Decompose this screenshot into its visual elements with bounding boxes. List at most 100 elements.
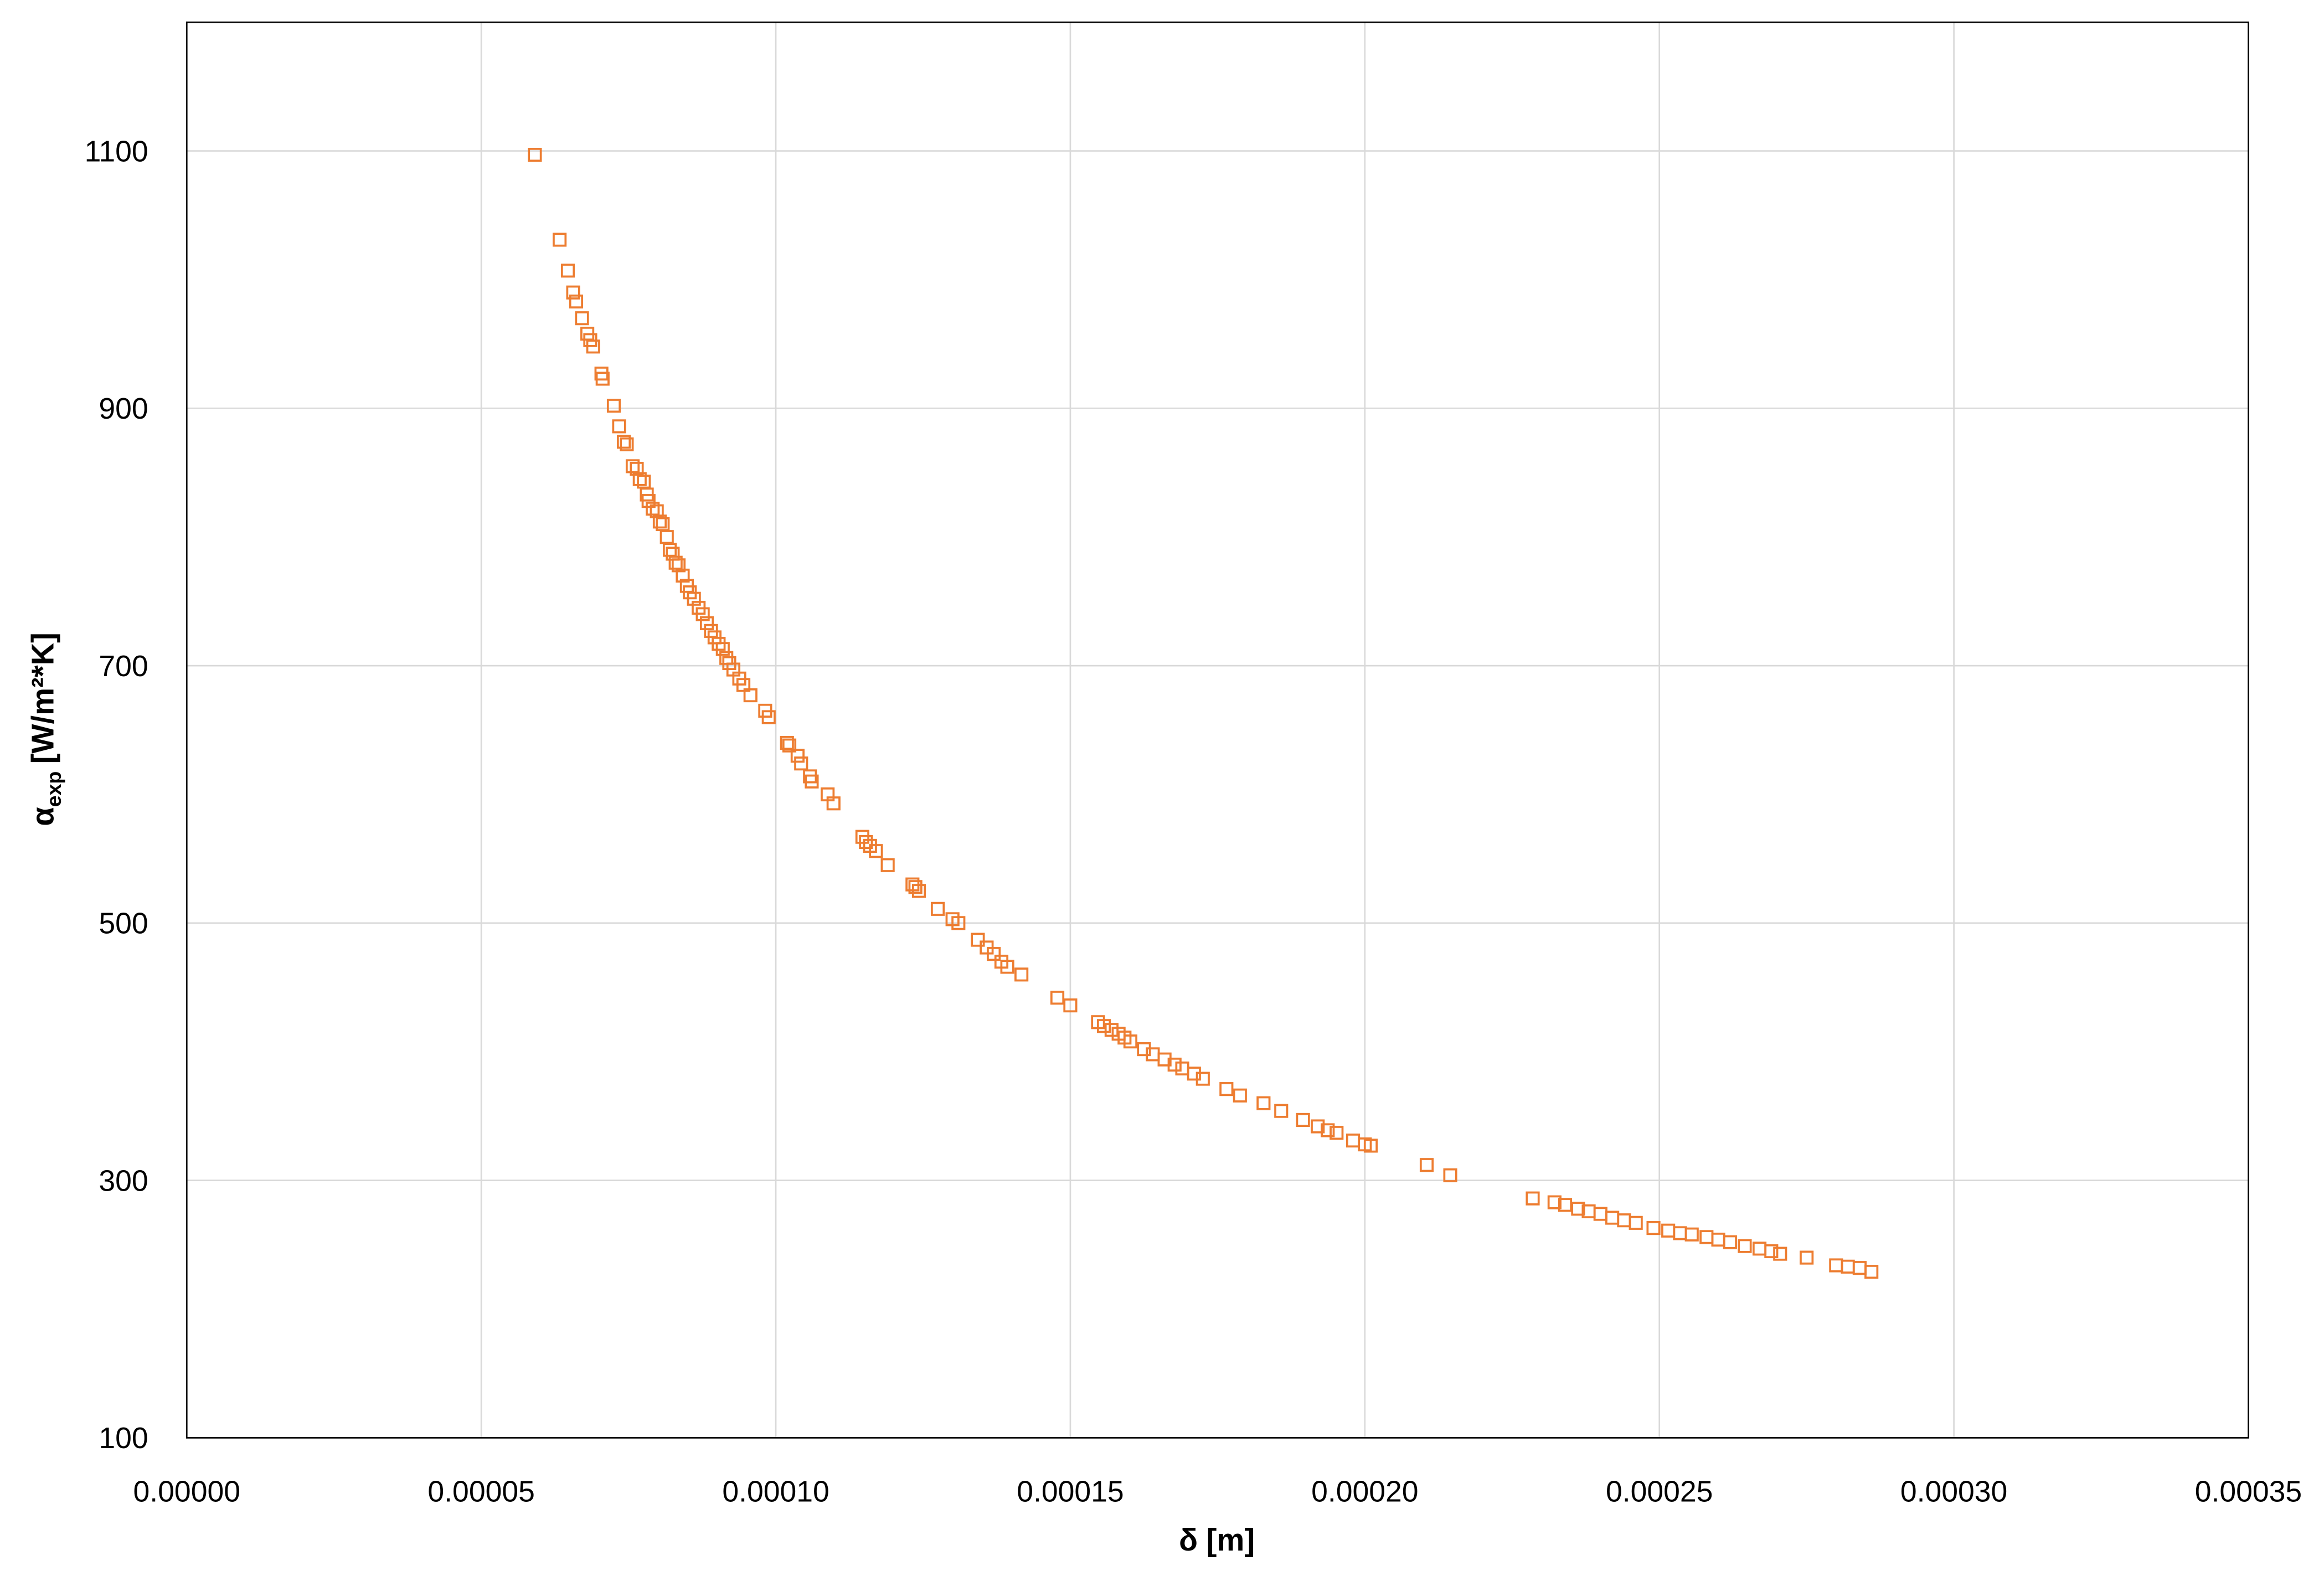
y-tick-label: 500	[99, 908, 148, 940]
point	[666, 547, 680, 561]
x-tick-label: 0.00020	[1311, 1475, 1418, 1508]
point	[668, 555, 683, 570]
point	[1617, 1213, 1631, 1228]
point	[586, 339, 600, 354]
point	[1605, 1211, 1620, 1225]
x-tick-label: 0.00015	[1017, 1475, 1124, 1508]
point	[794, 756, 808, 771]
point	[676, 568, 690, 583]
x-tick-label: 0.00005	[427, 1475, 534, 1508]
point	[1063, 998, 1078, 1013]
point	[1219, 1082, 1234, 1096]
point	[859, 835, 873, 849]
point	[951, 916, 966, 930]
point	[1571, 1202, 1585, 1216]
point	[699, 616, 714, 630]
point	[1723, 1235, 1737, 1249]
y-tick-label: 100	[99, 1422, 148, 1455]
point	[880, 858, 895, 872]
point	[1014, 967, 1029, 982]
point	[1752, 1242, 1767, 1256]
point	[1593, 1207, 1607, 1221]
point	[1000, 960, 1014, 974]
point	[641, 494, 656, 508]
point	[1646, 1221, 1661, 1235]
point	[971, 933, 985, 947]
point	[1526, 1191, 1540, 1206]
point	[1196, 1072, 1210, 1086]
point	[1096, 1019, 1111, 1033]
point	[1852, 1261, 1867, 1275]
point	[1629, 1216, 1643, 1230]
point	[1443, 1168, 1457, 1182]
y-label-unit: [W/m²*K]	[25, 632, 60, 764]
point	[612, 419, 626, 434]
point	[528, 147, 542, 162]
plot-frame	[185, 21, 2249, 1439]
point	[1547, 1195, 1562, 1209]
point	[805, 774, 819, 789]
y-tick-label: 300	[99, 1165, 148, 1197]
point	[646, 502, 660, 516]
point	[1346, 1134, 1361, 1148]
point	[1363, 1139, 1378, 1153]
point	[1233, 1088, 1247, 1103]
point	[1558, 1198, 1573, 1212]
y-label-subscript: exp	[42, 771, 65, 807]
point	[687, 591, 701, 606]
point	[1738, 1239, 1752, 1253]
point	[662, 543, 677, 557]
point	[1321, 1123, 1335, 1137]
x-axis-label: δ [m]	[1179, 1522, 1255, 1557]
point	[1764, 1244, 1779, 1259]
point	[1419, 1158, 1434, 1172]
point	[671, 558, 686, 573]
point	[1711, 1232, 1725, 1247]
point	[620, 437, 634, 451]
point	[782, 738, 797, 753]
x-tick-label: 0.00000	[133, 1475, 240, 1508]
point	[1123, 1034, 1138, 1049]
point	[869, 844, 883, 858]
point	[606, 399, 621, 413]
point	[826, 796, 841, 811]
point	[743, 688, 758, 703]
point	[1841, 1259, 1855, 1274]
point	[1274, 1104, 1289, 1118]
point	[1800, 1250, 1814, 1265]
point	[553, 233, 567, 247]
y-label-symbol: α	[25, 807, 60, 826]
point	[987, 947, 1001, 961]
point	[780, 735, 794, 750]
point	[1256, 1096, 1271, 1110]
point	[652, 514, 667, 529]
point	[911, 884, 926, 898]
point	[1311, 1119, 1325, 1134]
point	[625, 459, 640, 473]
point	[1330, 1126, 1344, 1140]
point	[1296, 1113, 1310, 1127]
point	[736, 678, 751, 692]
point	[1864, 1265, 1879, 1279]
point	[1773, 1247, 1787, 1261]
y-axis-label: αexp [W/m²*K]	[25, 632, 65, 826]
point	[1104, 1023, 1119, 1037]
point	[695, 607, 710, 621]
point	[1699, 1230, 1714, 1244]
point	[659, 530, 674, 544]
point	[630, 461, 644, 476]
point	[1175, 1061, 1189, 1076]
point	[569, 294, 583, 309]
point	[790, 749, 805, 763]
x-tick-label: 0.00010	[722, 1475, 829, 1508]
point	[632, 472, 647, 486]
point	[595, 372, 610, 386]
point	[1829, 1258, 1843, 1273]
x-tick-label: 0.00025	[1606, 1475, 1713, 1508]
point	[1050, 991, 1065, 1005]
point	[715, 642, 730, 656]
point	[1673, 1226, 1687, 1240]
point	[761, 710, 776, 724]
